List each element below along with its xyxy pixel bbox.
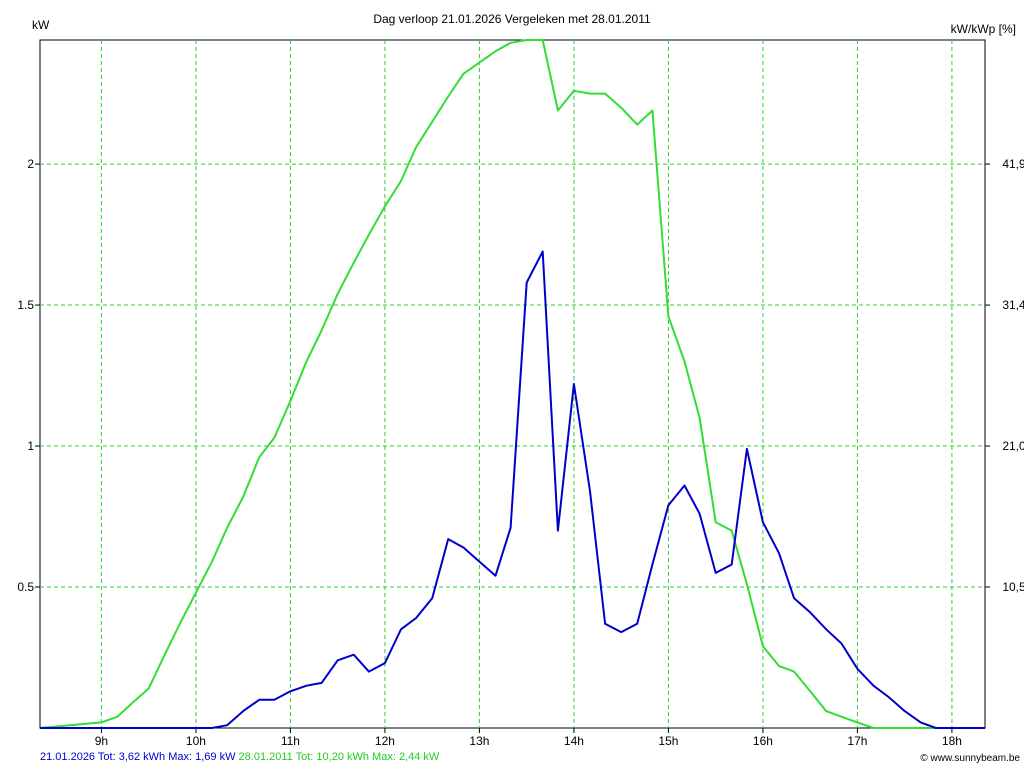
y-tick-label-left: 1 [27, 439, 34, 453]
y-tick-label-right: 21,0 [1002, 439, 1024, 453]
series-line-21-01-2026 [40, 250, 985, 729]
y-tick-label-left: 0.5 [17, 580, 34, 594]
chart-title: Dag verloop 21.01.2026 Vergeleken met 28… [373, 12, 651, 26]
x-tick-label: 10h [186, 734, 206, 748]
left-axis-label: kW [32, 18, 50, 32]
series-line-28-01-2011 [39, 39, 985, 729]
x-tick-label: 13h [469, 734, 489, 748]
y-tick-label-right: 41,9 [1002, 157, 1024, 171]
x-tick-label: 12h [375, 734, 395, 748]
x-tick-label: 17h [847, 734, 867, 748]
x-tick-label: 18h [942, 734, 962, 748]
x-tick-label: 14h [564, 734, 584, 748]
green-series-summary: 28.01.2011 Tot: 10,20 kWh Max: 2,44 kW [238, 751, 440, 763]
right-axis-label: kW/kWp [%] [950, 22, 1016, 36]
chart-footer: 21.01.2026 Tot: 3,62 kWh Max: 1,69 kW 28… [40, 751, 439, 763]
plot-frame [39, 39, 986, 729]
credit-text: © www.sunnybeam.be [920, 753, 1020, 764]
x-tick-label: 9h [95, 734, 108, 748]
x-tick-label: 11h [281, 734, 300, 748]
y-tick-label-right: 31,4 [1002, 298, 1024, 312]
y-tick-label-right: 10,5 [1002, 580, 1024, 594]
blue-series-summary: 21.01.2026 Tot: 3,62 kWh Max: 1,69 kW [40, 751, 236, 763]
x-tick-label: 16h [753, 734, 773, 748]
y-tick-label-left: 1.5 [17, 298, 34, 312]
x-tick-label: 15h [658, 734, 678, 748]
y-tick-label-left: 2 [27, 157, 34, 171]
